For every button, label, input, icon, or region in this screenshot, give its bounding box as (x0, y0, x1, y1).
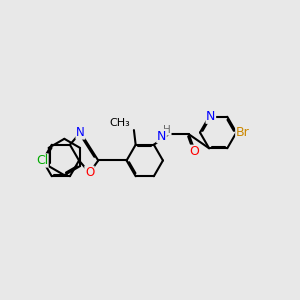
Text: O: O (85, 166, 94, 179)
Text: H: H (163, 125, 171, 135)
Text: CH₃: CH₃ (109, 118, 130, 128)
Text: O: O (189, 145, 199, 158)
Text: N: N (157, 130, 166, 142)
Text: N: N (76, 126, 85, 139)
Text: N: N (206, 110, 215, 123)
Text: Br: Br (236, 126, 250, 139)
Text: Cl: Cl (36, 154, 48, 167)
